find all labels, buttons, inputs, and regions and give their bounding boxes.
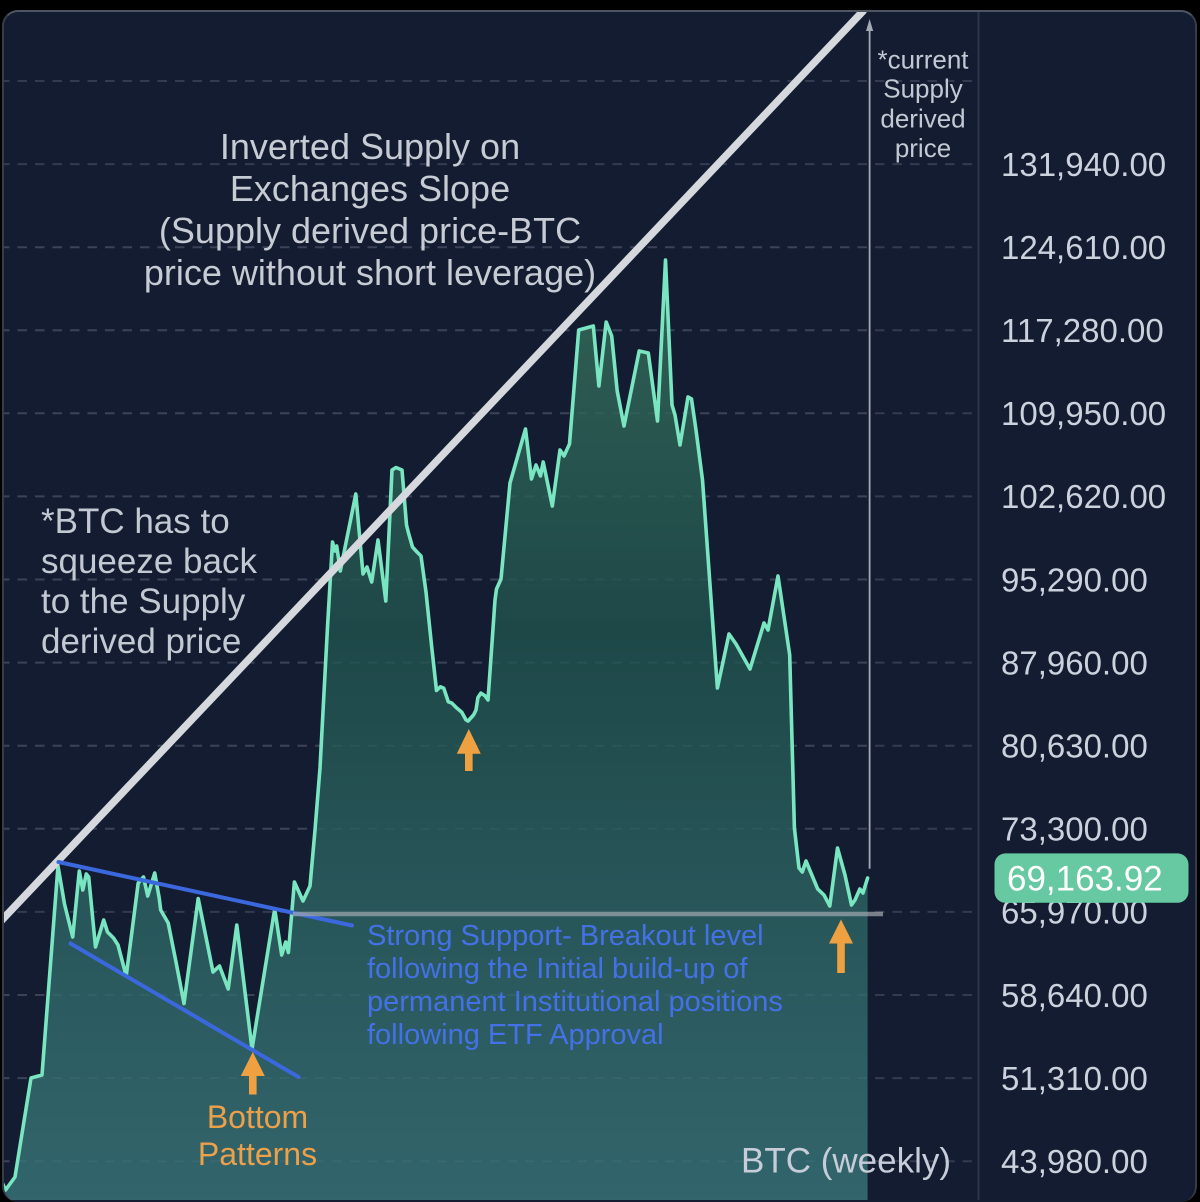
svg-text:price without short leverage): price without short leverage)	[144, 252, 596, 293]
svg-text:109,950.00: 109,950.00	[1001, 395, 1166, 432]
svg-text:permanent Institutional positi: permanent Institutional positions	[367, 986, 783, 1018]
svg-text:87,960.00: 87,960.00	[1001, 644, 1148, 681]
svg-text:Exchanges Slope: Exchanges Slope	[230, 168, 510, 209]
svg-text:43,980.00: 43,980.00	[1001, 1143, 1148, 1180]
svg-text:*current: *current	[877, 44, 969, 74]
svg-text:(Supply derived price-BTC: (Supply derived price-BTC	[159, 210, 581, 251]
svg-text:squeeze back: squeeze back	[41, 542, 257, 581]
svg-text:Supply: Supply	[883, 74, 963, 104]
svg-text:102,620.00: 102,620.00	[1001, 478, 1166, 515]
svg-text:69,163.92: 69,163.92	[1007, 860, 1163, 899]
svg-text:131,940.00: 131,940.00	[1001, 146, 1166, 183]
svg-text:following ETF Approval: following ETF Approval	[367, 1019, 664, 1051]
svg-text:80,630.00: 80,630.00	[1001, 728, 1148, 765]
svg-text:95,290.00: 95,290.00	[1001, 561, 1148, 598]
svg-text:58,640.00: 58,640.00	[1001, 977, 1148, 1014]
svg-text:117,280.00: 117,280.00	[1001, 312, 1164, 349]
svg-text:following the Initial build-up: following the Initial build-up of	[367, 953, 748, 985]
svg-text:*BTC has to: *BTC has to	[41, 502, 230, 541]
svg-text:Bottom: Bottom	[207, 1099, 308, 1135]
svg-text:Inverted Supply on: Inverted Supply on	[220, 126, 520, 167]
svg-text:73,300.00: 73,300.00	[1001, 811, 1148, 848]
svg-text:51,310.00: 51,310.00	[1001, 1060, 1148, 1097]
svg-text:Strong Support- Breakout level: Strong Support- Breakout level	[367, 920, 764, 952]
svg-text:124,610.00: 124,610.00	[1001, 229, 1166, 266]
svg-text:Patterns: Patterns	[198, 1136, 317, 1172]
svg-text:price: price	[895, 133, 951, 163]
svg-text:derived: derived	[880, 103, 965, 133]
svg-text:BTC (weekly): BTC (weekly)	[741, 1142, 951, 1181]
svg-text:to the Supply: to the Supply	[41, 582, 246, 621]
svg-text:derived price: derived price	[41, 622, 241, 661]
